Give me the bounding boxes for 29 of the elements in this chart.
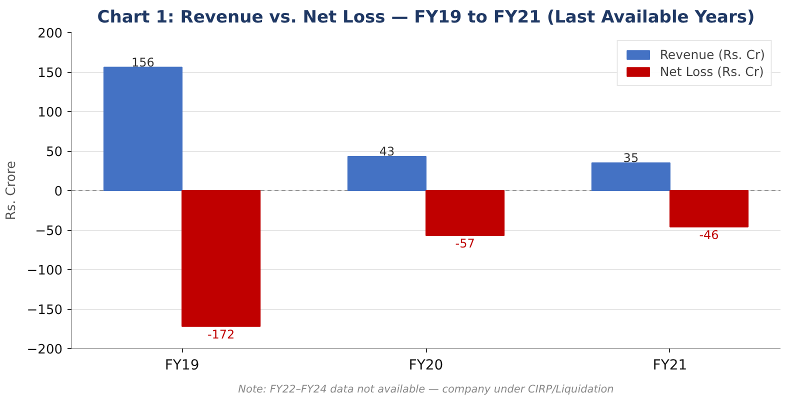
text: Note: FY22–FY24 data not available — company under CIRP/Liquidation (238, 384, 614, 396)
x-tick-label: FY21 (652, 358, 688, 374)
y-tick-label: 150 (38, 66, 63, 81)
y-tick-label: 0 (54, 184, 63, 200)
y-tick-label: −200 (26, 342, 63, 358)
data-label: -46 (699, 228, 719, 242)
y-tick-label: 50 (46, 145, 63, 160)
chart-title: Chart 1: Revenue vs. Net Loss — FY19 to FY21 (Last Available Years) (97, 8, 755, 28)
legend-label: Net Loss (Rs. Cr) (660, 64, 764, 79)
x-tick-label: FY19 (164, 358, 200, 374)
y-tick-label: −100 (26, 264, 63, 278)
legend-label: Revenue (Rs. Cr) (660, 47, 765, 62)
y-tick-label: −50 (35, 224, 63, 239)
data-label: 156 (132, 55, 154, 70)
bar (347, 156, 426, 191)
data-label: -57 (455, 236, 475, 251)
y-tick-label: 100 (38, 106, 63, 120)
bar (426, 190, 505, 236)
y-axis-title: Rs. Crore (4, 160, 19, 220)
data-label: 43 (379, 144, 395, 159)
bar (103, 66, 183, 191)
y-tick-label: −150 (26, 303, 63, 318)
bar (182, 190, 261, 327)
x-tick-label: FY20 (408, 358, 444, 374)
data-label: -172 (207, 327, 235, 342)
data-label: 35 (623, 150, 639, 165)
bar (669, 190, 749, 228)
y-tick-label: 200 (38, 26, 63, 42)
bar (591, 162, 670, 191)
